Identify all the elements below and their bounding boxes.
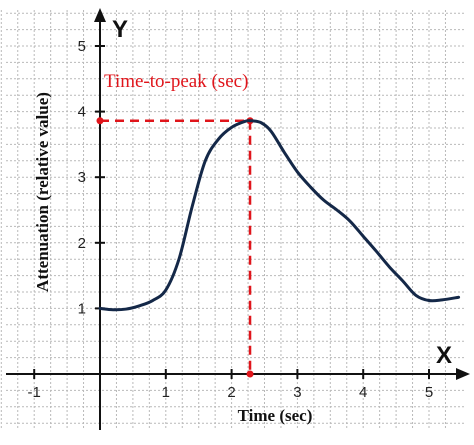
y-tick-label: 1 <box>78 300 86 317</box>
y-tick-label: 4 <box>78 104 86 121</box>
x-tick-label: 5 <box>425 384 433 401</box>
y-axis-arrow <box>94 8 106 22</box>
x-tick-label: 1 <box>162 384 170 401</box>
y-tick-label: 2 <box>78 235 86 252</box>
y-tick-label: 3 <box>78 169 86 186</box>
peak-y-marker <box>96 117 104 125</box>
ticks: -1 1 2 3 4 5 1 2 3 4 5 <box>28 38 434 401</box>
y-axis-letter: Y <box>112 16 128 43</box>
y-tick-label: 5 <box>78 38 86 55</box>
peak-guides <box>96 117 254 378</box>
x-tick-label: 2 <box>227 384 235 401</box>
annotations: Time-to-peak (sec) <box>104 71 248 92</box>
x-tick-label: 3 <box>293 384 301 401</box>
x-tick-label: 4 <box>359 384 367 401</box>
x-tick-label: -1 <box>28 384 41 401</box>
series-line <box>98 119 461 312</box>
series <box>98 119 461 312</box>
peak-x-marker <box>246 370 254 378</box>
x-axis-title: Time (sec) <box>238 406 313 425</box>
y-axis-title: Attenuation (relative value) <box>33 92 52 292</box>
axes: X Y Time (sec) Attenuation (relative val… <box>6 8 470 430</box>
time-to-peak-label: Time-to-peak (sec) <box>104 71 248 92</box>
grid <box>0 10 466 430</box>
x-axis-arrow <box>456 368 470 380</box>
x-axis-letter: X <box>436 342 452 369</box>
